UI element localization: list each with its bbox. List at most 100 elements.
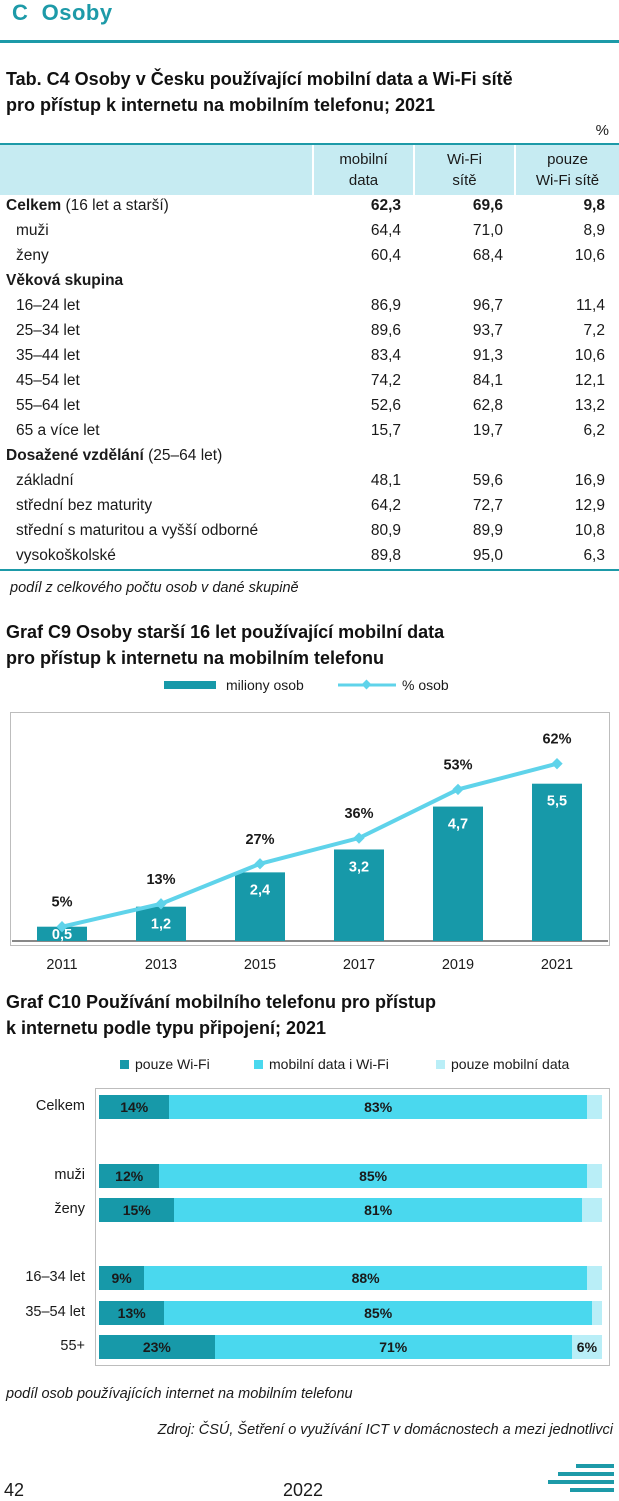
c9-bar	[532, 783, 582, 941]
c9-percent-label: 27%	[245, 832, 274, 848]
table-cell: 93,7	[472, 322, 503, 339]
row-label: Věková skupina	[6, 272, 123, 290]
c9-x-tick-label: 2017	[343, 957, 375, 973]
table-cell: 89,6	[370, 322, 401, 339]
legend-swatch	[120, 1059, 129, 1069]
row-label: 25–34 let	[16, 322, 80, 339]
table-title-line1: Tab. C4 Osoby v Česku používající mobiln…	[6, 69, 513, 89]
table-title: Tab. C4 Osoby v Česku používající mobiln…	[6, 66, 513, 118]
row-label: Celkem (16 let a starší)	[6, 197, 169, 215]
row-label: vysokoškolské	[16, 547, 116, 564]
c9-bar	[37, 926, 87, 941]
table-cell: 52,6	[370, 397, 401, 414]
c9-bar	[334, 849, 384, 941]
chart-c9-title-line2: pro přístup k internetu na mobilním tele…	[6, 648, 385, 668]
row-label: střední bez maturity	[16, 497, 153, 514]
table-cell: 71,0	[472, 222, 503, 239]
column-header-wifi: Wi-Fi sítě	[415, 149, 514, 191]
footer-logo-line	[548, 1480, 614, 1484]
c10-category-label: Celkem	[35, 1098, 85, 1114]
chart-c9-legend-bars: miliony osob	[164, 677, 304, 693]
table-row: vysokoškolské 89,8 95,0 6,3	[0, 544, 619, 569]
c9-bar-label: 1,2	[151, 917, 171, 933]
row-label: střední s maturitou a vyšší odborné	[16, 522, 259, 539]
chart-c10-frame	[95, 1088, 610, 1366]
legend-swatch-line	[338, 679, 396, 690]
c9-percent-label: 62%	[542, 732, 571, 748]
chart-c10-legend-3: pouze mobilní data	[436, 1056, 569, 1072]
row-label: muži	[16, 222, 49, 239]
column-header-line: Wi-Fi sítě	[535, 172, 600, 189]
row-label: 55–64 let	[16, 397, 80, 414]
c9-percent-label: 13%	[146, 872, 175, 888]
footer-logo-line	[576, 1464, 614, 1468]
c9-x-tick-label: 2015	[244, 957, 276, 973]
table-row: Věková skupina	[0, 269, 619, 294]
table-cell: 15,7	[370, 422, 401, 439]
c9-bar	[433, 806, 483, 941]
legend-label: mobilní data i Wi-Fi	[269, 1056, 389, 1072]
table-cell: 10,6	[574, 347, 605, 364]
chart-c10-note: podíl osob používajících internet na mob…	[6, 1386, 353, 1402]
table-row: Dosažené vzdělání (25–64 let)	[0, 444, 619, 469]
c9-x-tick-label: 2019	[442, 957, 474, 973]
table-row: 45–54 let 74,2 84,1 12,1	[0, 369, 619, 394]
c9-x-tick-label: 2021	[541, 957, 573, 973]
table-cell: 11,4	[575, 297, 605, 314]
column-header-line: sítě	[452, 172, 477, 189]
row-label-rest: (25–64 let)	[143, 447, 223, 464]
table-cell: 74,2	[370, 372, 401, 389]
c9-point	[254, 858, 266, 870]
table-row: 55–64 let 52,6 62,8 13,2	[0, 394, 619, 419]
c9-bar-label: 5,5	[547, 794, 567, 810]
c9-percent-label: 53%	[443, 757, 472, 773]
column-header-line: pouze	[547, 151, 588, 168]
row-label: ženy	[16, 247, 49, 264]
c9-bar	[235, 872, 285, 941]
table-row: 65 a více let 15,7 19,7 6,2	[0, 419, 619, 444]
row-label: 16–24 let	[16, 297, 80, 314]
c10-category-label: 35–54 let	[25, 1304, 85, 1320]
chart-c10-legend-2: mobilní data i Wi-Fi	[254, 1056, 389, 1072]
column-header-line: data	[348, 172, 379, 189]
column-header-mobile-data: mobilní data	[314, 149, 413, 191]
chart-c9-frame	[10, 712, 610, 946]
chart-c10-title-line1: Graf C10 Používání mobilního telefonu pr…	[6, 992, 437, 1012]
c10-category-label: ženy	[54, 1201, 85, 1217]
table-row: střední bez maturity 64,2 72,7 12,9	[0, 494, 619, 519]
table-header: mobilní data Wi-Fi sítě pouze Wi-Fi sítě	[0, 143, 619, 195]
c9-bar-label: 4,7	[448, 817, 468, 833]
legend-label: pouze mobilní data	[451, 1056, 570, 1072]
table-cell: 9,8	[583, 197, 605, 214]
footer-year: 2022	[283, 1480, 324, 1500]
row-label-bold: Věková skupina	[6, 272, 124, 289]
table-row: muži 64,4 71,0 8,9	[0, 219, 619, 244]
section-title: Osoby	[41, 0, 113, 25]
table-row: základní 48,1 59,6 16,9	[0, 469, 619, 494]
row-label: základní	[16, 472, 74, 489]
c10-category-label: 16–34 let	[25, 1269, 85, 1285]
source-note: Zdroj: ČSÚ, Šetření o využívání ICT v do…	[157, 1422, 613, 1438]
table-cell: 10,8	[574, 522, 605, 539]
table-cell: 69,6	[472, 197, 503, 214]
table-cell: 64,2	[370, 497, 401, 514]
table-cell: 62,8	[472, 397, 503, 414]
table-cell: 8,9	[583, 222, 605, 239]
table-cell: 10,6	[574, 247, 605, 264]
legend-label: % osob	[402, 677, 449, 693]
table-cell: 96,7	[472, 297, 503, 314]
table-cell: 62,3	[370, 197, 401, 214]
c9-percent-label: 5%	[52, 895, 73, 911]
table-row: střední s maturitou a vyšší odborné 80,9 8…	[0, 519, 619, 544]
table-bottom-rule	[0, 569, 619, 571]
table-cell: 16,9	[574, 472, 605, 489]
c9-bar-label: 2,4	[250, 882, 270, 898]
table-cell: 84,1	[472, 372, 503, 389]
table-cell: 6,2	[583, 422, 605, 439]
table-cell: 6,3	[583, 547, 605, 564]
table-row: 25–34 let 89,6 93,7 7,2	[0, 319, 619, 344]
section-divider	[0, 40, 619, 43]
table-row: ženy 60,4 68,4 10,6	[0, 244, 619, 269]
table-cell: 86,9	[370, 297, 401, 314]
c9-bar-label: 3,2	[349, 859, 369, 875]
